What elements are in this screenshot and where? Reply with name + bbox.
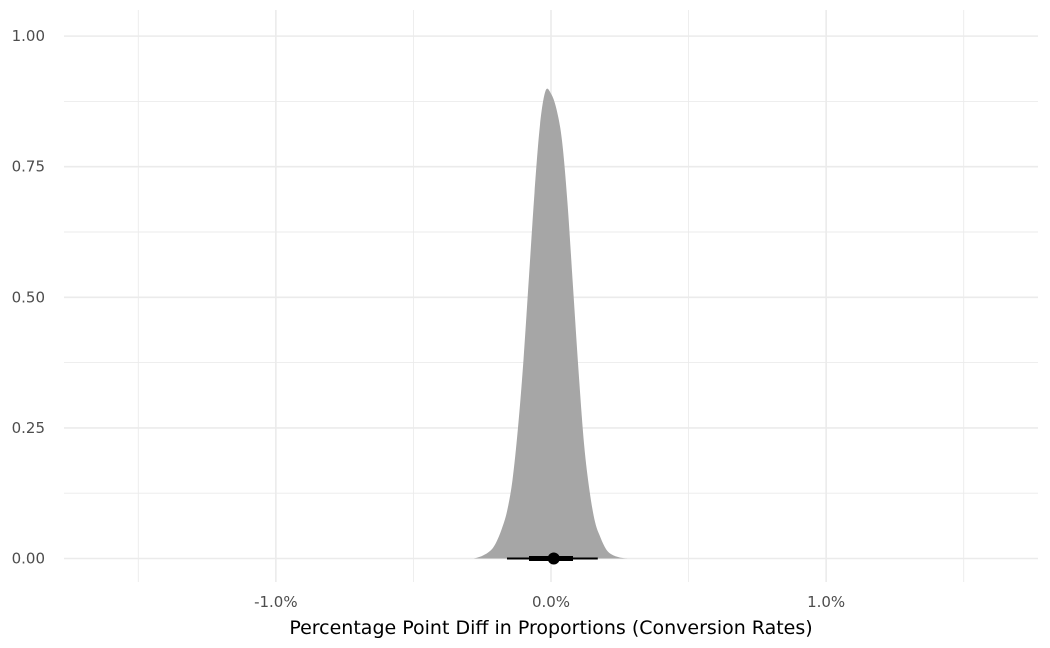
x-axis-title: Percentage Point Diff in Proportions (Co… (289, 617, 812, 639)
density-area (473, 88, 629, 559)
point-estimate (547, 552, 560, 565)
x-tick-label: 1.0% (807, 593, 845, 611)
y-tick-label: 0.75 (12, 158, 45, 176)
x-axis-ticks: -1.0% 0.0% 1.0% (254, 593, 845, 611)
interval-layer (506, 552, 598, 565)
y-axis-ticks: 0.00 0.25 0.50 0.75 1.00 (12, 27, 45, 567)
y-tick-label: 0.50 (12, 288, 45, 306)
density-area-layer (473, 88, 629, 559)
y-tick-label: 0.25 (12, 419, 45, 437)
y-tick-label: 0.00 (12, 549, 45, 567)
x-tick-label: 0.0% (532, 593, 570, 611)
y-tick-label: 1.00 (12, 27, 45, 45)
x-tick-label: -1.0% (254, 593, 298, 611)
